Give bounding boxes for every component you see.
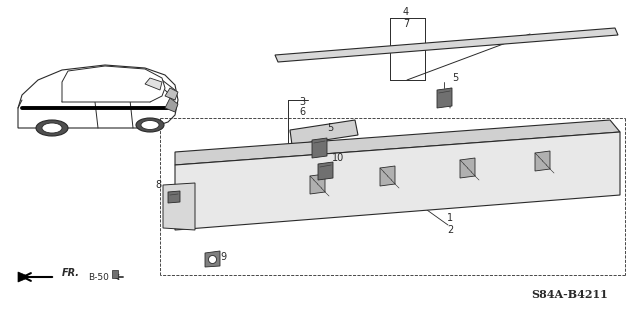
- Polygon shape: [380, 166, 395, 186]
- Polygon shape: [112, 270, 118, 278]
- Circle shape: [209, 256, 216, 263]
- Polygon shape: [62, 66, 165, 102]
- Text: 5: 5: [452, 73, 458, 83]
- Polygon shape: [168, 191, 180, 203]
- Polygon shape: [175, 132, 620, 230]
- Text: 3: 3: [299, 97, 305, 107]
- Text: FR.: FR.: [62, 268, 80, 278]
- Text: 8: 8: [155, 180, 161, 190]
- Ellipse shape: [42, 123, 62, 133]
- Polygon shape: [145, 78, 162, 90]
- Polygon shape: [437, 88, 452, 108]
- Ellipse shape: [36, 120, 68, 136]
- Text: 10: 10: [332, 153, 344, 163]
- Polygon shape: [275, 28, 618, 62]
- Text: 2: 2: [447, 225, 453, 235]
- Polygon shape: [175, 120, 620, 165]
- Polygon shape: [312, 138, 327, 158]
- Polygon shape: [18, 272, 30, 282]
- Text: 5: 5: [327, 123, 333, 133]
- Polygon shape: [290, 120, 358, 145]
- Polygon shape: [18, 65, 178, 128]
- Ellipse shape: [141, 121, 159, 130]
- Text: 4: 4: [403, 7, 409, 17]
- Polygon shape: [535, 151, 550, 171]
- Polygon shape: [205, 251, 220, 267]
- Text: 6: 6: [299, 107, 305, 117]
- Ellipse shape: [136, 118, 164, 132]
- Polygon shape: [310, 174, 325, 194]
- Text: 7: 7: [403, 19, 409, 29]
- Text: B-50: B-50: [88, 272, 109, 281]
- Text: S84A-B4211: S84A-B4211: [532, 290, 609, 300]
- Polygon shape: [460, 158, 475, 178]
- Polygon shape: [318, 162, 333, 180]
- Polygon shape: [165, 98, 178, 112]
- Polygon shape: [165, 88, 178, 100]
- Text: 1: 1: [447, 213, 453, 223]
- Polygon shape: [163, 183, 195, 230]
- Text: 9: 9: [220, 252, 226, 262]
